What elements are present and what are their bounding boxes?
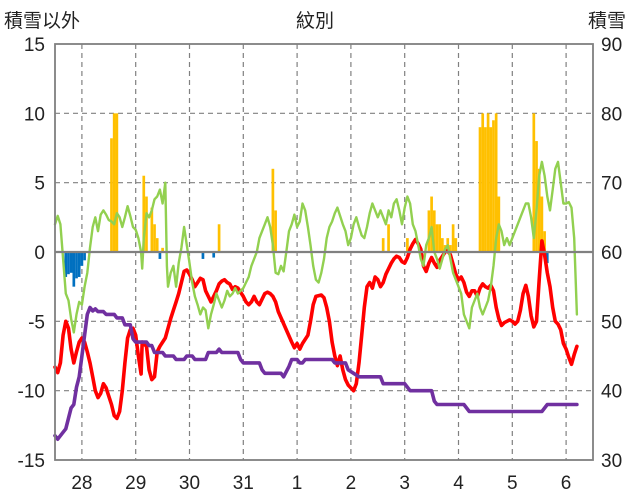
y-left-tick-label: -10 — [18, 382, 45, 403]
precip-bar — [271, 168, 275, 252]
x-tick-label: 4 — [453, 473, 464, 494]
precip-bar — [494, 113, 498, 252]
precip-bar — [161, 247, 164, 252]
precip-bar — [492, 120, 495, 253]
precip-bar — [545, 252, 549, 264]
precip-bar — [110, 138, 113, 252]
y-left-tick-label: 5 — [34, 174, 45, 195]
precip-bar — [454, 238, 458, 252]
y-right-tick-label: 60 — [601, 243, 622, 264]
precip-bar — [212, 252, 216, 258]
precip-bar — [427, 210, 431, 252]
precip-bar — [532, 113, 536, 252]
y-right-tick-label: 70 — [601, 174, 622, 195]
green-series-line — [53, 160, 579, 334]
precip-bar — [80, 252, 84, 266]
left-axis-label: 積雪以外 — [4, 10, 81, 32]
precip-bar — [77, 252, 81, 277]
y-right-tick-label: 50 — [601, 312, 622, 333]
precip-bar — [478, 127, 482, 252]
precip-bar — [217, 224, 221, 252]
temperature-line — [53, 237, 579, 421]
precip-bar — [67, 252, 70, 275]
precip-bar — [153, 224, 156, 252]
precipitation-bars — [64, 113, 549, 287]
x-tick-label: 5 — [507, 473, 518, 494]
x-tick-label: 29 — [125, 473, 146, 494]
snow-depth-line — [53, 305, 579, 441]
y-left-tick-label: 15 — [24, 35, 45, 56]
precip-bar — [430, 196, 433, 252]
precip-bar — [112, 113, 116, 252]
y-left-tick-label: 10 — [24, 104, 45, 125]
precip-bar — [72, 252, 76, 287]
series-lines — [53, 160, 579, 441]
y-left-tick-label: -5 — [28, 312, 45, 333]
precip-bar — [158, 252, 162, 259]
precip-bar — [69, 252, 73, 273]
x-tick-label: 1 — [292, 473, 303, 494]
precip-bar — [537, 168, 541, 252]
precip-bar — [387, 224, 390, 252]
precip-bar — [75, 252, 78, 279]
precip-bar — [543, 231, 546, 252]
y-left-tick-label: -15 — [18, 451, 45, 472]
y-right-tick-label: 80 — [601, 104, 622, 125]
precip-bar — [481, 113, 485, 252]
x-tick-label: 31 — [233, 473, 254, 494]
precip-bar — [540, 196, 544, 252]
precip-bar — [441, 238, 444, 252]
precip-bar — [435, 224, 439, 252]
precip-bar — [486, 113, 490, 252]
precip-bar — [432, 210, 436, 252]
precip-bar — [83, 252, 86, 261]
precip-bar — [381, 238, 385, 252]
precip-bar — [484, 127, 487, 252]
x-tick-label: 28 — [71, 473, 92, 494]
precip-bar — [406, 238, 409, 252]
precip-bar — [64, 252, 68, 277]
precip-bar — [155, 238, 159, 252]
plot-border — [54, 43, 594, 461]
y-right-tick-label: 90 — [601, 35, 622, 56]
y-right-tick-label: 40 — [601, 382, 622, 403]
x-tick-label: 30 — [179, 473, 200, 494]
y-left-tick-label: 0 — [34, 243, 45, 264]
precip-bar — [142, 175, 146, 252]
chart-title: 紋別 — [296, 10, 335, 32]
y-right-tick-label: 30 — [601, 451, 622, 472]
precip-bar — [150, 207, 154, 252]
precip-bar — [201, 252, 205, 259]
precip-bar — [115, 113, 119, 252]
precip-bar — [438, 224, 442, 252]
precip-bar — [274, 210, 277, 252]
precip-bar — [451, 224, 455, 252]
right-axis-label: 積雪 — [588, 10, 627, 32]
x-tick-label: 6 — [561, 473, 572, 494]
precip-bar — [489, 127, 493, 252]
plot-frame — [54, 43, 594, 461]
x-tick-label: 3 — [399, 473, 410, 494]
x-tick-label: 2 — [346, 473, 357, 494]
precip-bar — [449, 245, 452, 252]
